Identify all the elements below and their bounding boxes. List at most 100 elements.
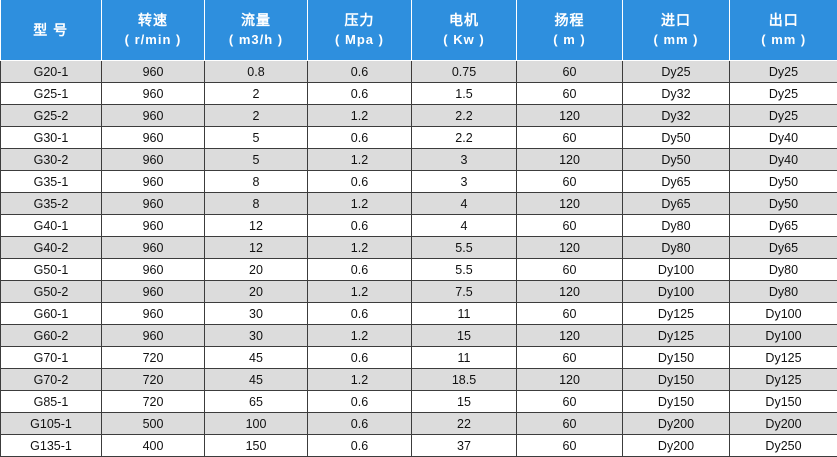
table-cell: Dy25 xyxy=(730,105,837,127)
table-cell: 0.6 xyxy=(308,171,412,193)
table-cell: Dy80 xyxy=(730,259,837,281)
table-cell: 45 xyxy=(205,369,308,391)
table-cell: 3 xyxy=(412,171,517,193)
table-cell: 5 xyxy=(205,149,308,171)
column-header-unit: ( Kw ) xyxy=(412,30,516,49)
table-cell: Dy65 xyxy=(623,171,730,193)
table-cell: Dy200 xyxy=(623,435,730,457)
table-cell: 8 xyxy=(205,171,308,193)
table-cell: G40-1 xyxy=(1,215,102,237)
table-cell: 60 xyxy=(517,83,623,105)
table-cell: 18.5 xyxy=(412,369,517,391)
table-cell: Dy125 xyxy=(623,325,730,347)
table-cell: 20 xyxy=(205,281,308,303)
table-cell: 11 xyxy=(412,347,517,369)
table-cell: Dy150 xyxy=(730,391,837,413)
column-header: 压力( Mpa ) xyxy=(308,0,412,61)
table-cell: 0.6 xyxy=(308,215,412,237)
table-cell: G25-1 xyxy=(1,83,102,105)
table-cell: 45 xyxy=(205,347,308,369)
table-cell: Dy25 xyxy=(730,83,837,105)
table-cell: 20 xyxy=(205,259,308,281)
table-cell: G35-2 xyxy=(1,193,102,215)
table-cell: Dy50 xyxy=(623,127,730,149)
table-cell: 960 xyxy=(102,193,205,215)
column-header: 电机 ( Kw ) xyxy=(412,0,517,61)
table-cell: 5.5 xyxy=(412,237,517,259)
table-cell: 0.6 xyxy=(308,391,412,413)
table-cell: 5.5 xyxy=(412,259,517,281)
table-cell: Dy150 xyxy=(623,347,730,369)
column-header-title: 转速 xyxy=(138,12,168,28)
column-header-title: 电机 xyxy=(449,12,479,28)
table-cell: 120 xyxy=(517,325,623,347)
table-cell: 960 xyxy=(102,215,205,237)
table-cell: 0.6 xyxy=(308,61,412,83)
table-cell: 60 xyxy=(517,347,623,369)
table-cell: 960 xyxy=(102,83,205,105)
table-cell: 60 xyxy=(517,61,623,83)
table-cell: 65 xyxy=(205,391,308,413)
column-header-unit: ( mm ) xyxy=(623,30,729,49)
table-cell: G50-2 xyxy=(1,281,102,303)
table-cell: 60 xyxy=(517,303,623,325)
column-header: 流量( m3/h ) xyxy=(205,0,308,61)
table-cell: Dy200 xyxy=(730,413,837,435)
table-cell: 1.5 xyxy=(412,83,517,105)
table-cell: 60 xyxy=(517,435,623,457)
table-cell: Dy125 xyxy=(623,303,730,325)
column-header: 出口( mm ) xyxy=(730,0,837,61)
column-header-unit: ( Mpa ) xyxy=(308,30,411,49)
table-cell: 1.2 xyxy=(308,237,412,259)
table-cell: 0.75 xyxy=(412,61,517,83)
table-cell: 960 xyxy=(102,303,205,325)
table-cell: 120 xyxy=(517,281,623,303)
table-cell: G85-1 xyxy=(1,391,102,413)
table-cell: Dy200 xyxy=(623,413,730,435)
table-cell: 3 xyxy=(412,149,517,171)
table-cell: 0.6 xyxy=(308,83,412,105)
column-header: 型 号 xyxy=(1,0,102,61)
table-cell: 60 xyxy=(517,391,623,413)
header-row: 型 号转速( r/min )流量( m3/h )压力( Mpa )电机( Kw … xyxy=(1,0,837,61)
table-cell: 1.2 xyxy=(308,369,412,391)
table-cell: 1.2 xyxy=(308,281,412,303)
table-cell: 2.2 xyxy=(412,105,517,127)
table-cell: Dy65 xyxy=(730,215,837,237)
table-cell: 720 xyxy=(102,391,205,413)
table-cell: 120 xyxy=(517,237,623,259)
table-cell: G105-1 xyxy=(1,413,102,435)
table-cell: 120 xyxy=(517,193,623,215)
table-cell: 8 xyxy=(205,193,308,215)
table-cell: Dy50 xyxy=(623,149,730,171)
table-cell: G35-1 xyxy=(1,171,102,193)
table-cell: Dy32 xyxy=(623,83,730,105)
table-cell: Dy50 xyxy=(730,193,837,215)
table-cell: 0.6 xyxy=(308,413,412,435)
table-cell: G30-1 xyxy=(1,127,102,149)
column-header-title: 进口 xyxy=(661,12,691,28)
table-cell: 960 xyxy=(102,105,205,127)
table-cell: G70-2 xyxy=(1,369,102,391)
table-cell: 0.8 xyxy=(205,61,308,83)
table-cell: 15 xyxy=(412,391,517,413)
table-cell: 150 xyxy=(205,435,308,457)
table-cell: 37 xyxy=(412,435,517,457)
table-cell: 960 xyxy=(102,281,205,303)
table-cell: 11 xyxy=(412,303,517,325)
table-cell: 1.2 xyxy=(308,149,412,171)
table-cell: 0.6 xyxy=(308,347,412,369)
table-cell: 400 xyxy=(102,435,205,457)
table-cell: Dy80 xyxy=(623,237,730,259)
